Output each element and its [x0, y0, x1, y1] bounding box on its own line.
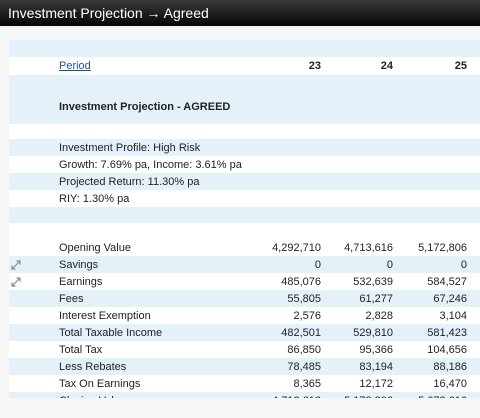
- table-row: Opening Value 4,292,710 4,713,616 5,172,…: [9, 239, 480, 256]
- cell-value: 4,713,616: [249, 392, 321, 398]
- cell-value: 482,501: [249, 324, 321, 341]
- cell-value: 8,365: [249, 375, 321, 392]
- table-row: Total Tax 86,850 95,366 104,656: [9, 341, 480, 358]
- cell-value: 2,828: [321, 307, 393, 324]
- cell-value: 3,104: [393, 307, 467, 324]
- table-row: Closing Value 4,713,616 5,172,806 5,673,…: [9, 392, 480, 398]
- projection-panel: Period 23 24 25 Investment Projection - …: [9, 40, 480, 398]
- cell-value: 5,673,616: [393, 392, 467, 398]
- table-row: Earnings 485,076 532,639 584,527: [9, 273, 480, 290]
- row-label: Interest Exemption: [49, 307, 249, 324]
- investment-profile: Investment Profile: High Risk: [49, 139, 480, 156]
- cell-value: 4,713,616: [321, 239, 393, 256]
- cell-value: 584,527: [393, 273, 467, 290]
- riy: RIY: 1.30% pa: [49, 190, 480, 207]
- cell-value: 0: [393, 256, 467, 273]
- cell-value: 16,470: [393, 375, 467, 392]
- cell-value: 5,172,806: [393, 239, 467, 256]
- cell-value: 83,194: [321, 358, 393, 375]
- table-row: Fees 55,805 61,277 67,246: [9, 290, 480, 307]
- row-label: Savings: [49, 256, 249, 273]
- projected-return: Projected Return: 11.30% pa: [49, 173, 480, 190]
- row-label: Total Taxable Income: [49, 324, 249, 341]
- expand-icon[interactable]: [11, 276, 21, 287]
- expand-icon[interactable]: [11, 259, 21, 270]
- cell-value: 78,485: [249, 358, 321, 375]
- spacer-row: [9, 223, 480, 239]
- cell-value: 485,076: [249, 273, 321, 290]
- growth-income: Growth: 7.69% pa, Income: 3.61% pa: [49, 156, 480, 173]
- spacer-row: [9, 207, 480, 223]
- period-link[interactable]: Period: [59, 60, 91, 72]
- row-label: Earnings: [49, 273, 249, 290]
- cell-value: 104,656: [393, 341, 467, 358]
- profile-row: Projected Return: 11.30% pa: [9, 173, 480, 190]
- period-header-row: Period 23 24 25: [9, 57, 480, 75]
- row-label: Fees: [49, 290, 249, 307]
- window-title: Investment Projection → Agreed: [0, 0, 480, 26]
- cell-value: 95,366: [321, 341, 393, 358]
- cell-value: 88,186: [393, 358, 467, 375]
- cell-value: 12,172: [321, 375, 393, 392]
- column-header-23: 23: [249, 57, 321, 75]
- table-row: Less Rebates 78,485 83,194 88,186: [9, 358, 480, 375]
- cell-value: 0: [249, 256, 321, 273]
- row-label: Less Rebates: [49, 358, 249, 375]
- cell-value: 4,292,710: [249, 239, 321, 256]
- cell-value: 2,576: [249, 307, 321, 324]
- row-label: Opening Value: [49, 239, 249, 256]
- spacer-row: [9, 40, 480, 57]
- row-label: Closing Value: [49, 392, 249, 398]
- table-row: Total Taxable Income 482,501 529,810 581…: [9, 324, 480, 341]
- table-row: Tax On Earnings 8,365 12,172 16,470: [9, 375, 480, 392]
- cell-value: 529,810: [321, 324, 393, 341]
- cell-value: 532,639: [321, 273, 393, 290]
- cell-value: 61,277: [321, 290, 393, 307]
- projection-table: Period 23 24 25 Investment Projection - …: [9, 40, 480, 398]
- row-label: Tax On Earnings: [49, 375, 249, 392]
- cell-value: 0: [321, 256, 393, 273]
- table-row: Interest Exemption 2,576 2,828 3,104: [9, 307, 480, 324]
- column-header-24: 24: [321, 57, 393, 75]
- spacer-row: [9, 75, 480, 90]
- spacer-row: [9, 124, 480, 139]
- section-title: Investment Projection - AGREED: [49, 90, 480, 124]
- section-title-row: Investment Projection - AGREED: [9, 90, 480, 124]
- cell-value: 86,850: [249, 341, 321, 358]
- profile-row: RIY: 1.30% pa: [9, 190, 480, 207]
- cell-value: 581,423: [393, 324, 467, 341]
- profile-row: Investment Profile: High Risk: [9, 139, 480, 156]
- column-header-25: 25: [393, 57, 467, 75]
- profile-row: Growth: 7.69% pa, Income: 3.61% pa: [9, 156, 480, 173]
- cell-value: 55,805: [249, 290, 321, 307]
- row-label: Total Tax: [49, 341, 249, 358]
- cell-value: 67,246: [393, 290, 467, 307]
- cell-value: 5,172,806: [321, 392, 393, 398]
- table-row: Savings 0 0 0: [9, 256, 480, 273]
